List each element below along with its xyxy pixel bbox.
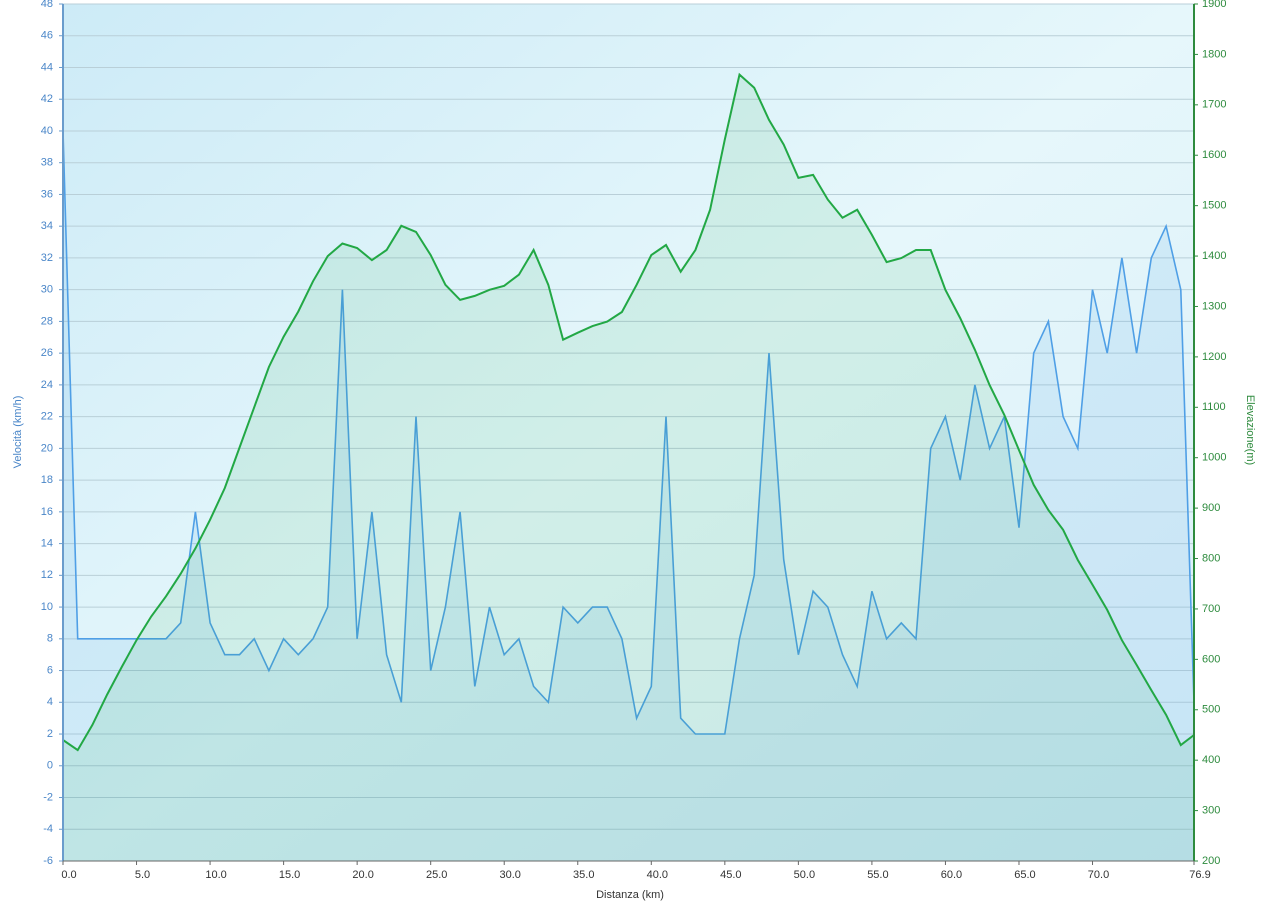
y-tick-label: 44	[41, 61, 53, 73]
y-tick-label: 30	[41, 284, 53, 296]
plot-area	[63, 4, 1194, 861]
x-tick-label: 35.0	[573, 869, 594, 881]
x-tick-label: 30.0	[500, 869, 521, 881]
y-tick-label: 46	[41, 30, 53, 42]
x-tick-label: 10.0	[205, 869, 226, 881]
area-fill	[63, 131, 1194, 861]
y-axis-title: Velocità (km/h)	[12, 396, 24, 469]
y2-tick-label: 800	[1202, 552, 1220, 564]
y-tick-label: 26	[41, 347, 53, 359]
y2-tick-label: 1200	[1202, 351, 1226, 363]
y2-axis-title: Elevazione(m)	[1244, 395, 1256, 465]
y2-tick-label: 600	[1202, 653, 1220, 665]
area-fill	[63, 74, 1194, 862]
x-tick-label: 50.0	[794, 869, 815, 881]
x-axis-title: Distanza (km)	[596, 889, 664, 901]
x-tick-label: 55.0	[867, 869, 888, 881]
x-tick-label: 20.0	[352, 869, 373, 881]
y-tick-label: 28	[41, 315, 53, 327]
y-tick-label: 6	[47, 664, 53, 676]
y-tick-label: 24	[41, 379, 53, 391]
x-tick-label: 45.0	[720, 869, 741, 881]
y-tick-label: 22	[41, 411, 53, 423]
y-tick-label: 2	[47, 728, 53, 740]
y-tick-label: 34	[41, 220, 53, 232]
y2-tick-label: 1500	[1202, 200, 1226, 212]
y-tick-label: -6	[43, 855, 53, 867]
y-tick-label: 36	[41, 188, 53, 200]
y-tick-label: 14	[41, 537, 53, 549]
x-tick-label: 60.0	[941, 869, 962, 881]
y2-tick-label: 400	[1202, 754, 1220, 766]
y2-tick-label: 1900	[1202, 0, 1226, 10]
x-tick-label: 76.9	[1189, 869, 1210, 881]
y2-tick-label: 300	[1202, 804, 1220, 816]
y-tick-label: 40	[41, 125, 53, 137]
y-tick-label: 20	[41, 442, 53, 454]
y2-tick-label: 700	[1202, 603, 1220, 615]
y-tick-label: 48	[41, 0, 53, 10]
y-tick-label: 8	[47, 633, 53, 645]
y2-tick-label: 900	[1202, 502, 1220, 514]
y2-tick-label: 1000	[1202, 452, 1226, 464]
y-tick-label: 4	[47, 696, 53, 708]
y2-tick-label: 200	[1202, 855, 1220, 867]
y-tick-label: 12	[41, 569, 53, 581]
y-tick-label: 38	[41, 157, 53, 169]
y2-tick-label: 1600	[1202, 149, 1226, 161]
y-tick-label: -4	[43, 823, 53, 835]
x-tick-label: 65.0	[1014, 869, 1035, 881]
x-tick-label: 15.0	[279, 869, 300, 881]
x-tick-label: 70.0	[1088, 869, 1109, 881]
y-tick-label: 16	[41, 506, 53, 518]
y-tick-label: 42	[41, 93, 53, 105]
x-tick-label: 25.0	[426, 869, 447, 881]
y2-tick-label: 1700	[1202, 99, 1226, 111]
y2-tick-label: 500	[1202, 704, 1220, 716]
y-tick-label: 32	[41, 252, 53, 264]
series-line	[62, 72, 1195, 752]
y-tick-label: 18	[41, 474, 53, 486]
x-tick-label: 0.0	[61, 869, 76, 881]
y-tick-label: -2	[43, 791, 53, 803]
y2-tick-label: 1100	[1202, 401, 1226, 413]
y2-tick-label: 1300	[1202, 300, 1226, 312]
y2-tick-label: 1400	[1202, 250, 1226, 262]
y-tick-label: 0	[47, 760, 53, 772]
x-tick-label: 5.0	[135, 869, 150, 881]
y-tick-label: 10	[41, 601, 53, 613]
x-tick-label: 40.0	[647, 869, 668, 881]
y2-tick-label: 1800	[1202, 48, 1226, 60]
series-line	[62, 130, 1195, 735]
